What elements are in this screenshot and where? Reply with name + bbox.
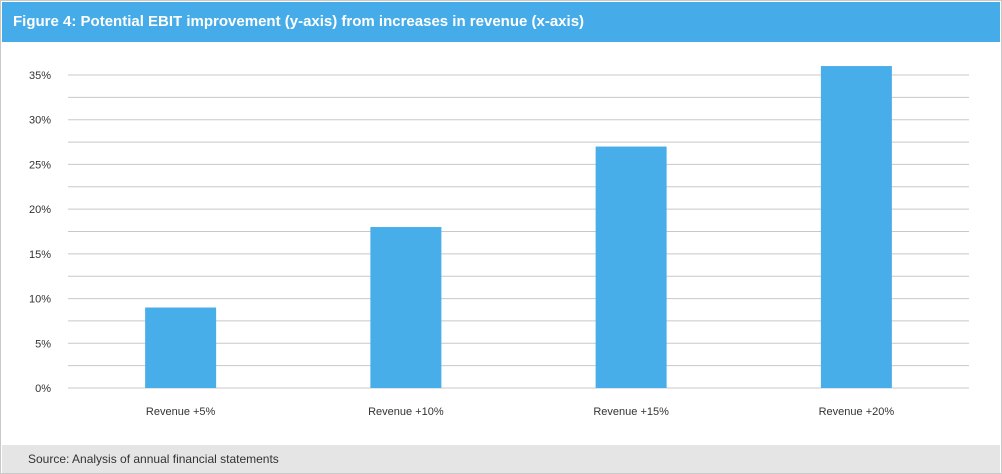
- figure-footer: Source: Analysis of annual financial sta…: [2, 445, 1000, 473]
- x-axis-ticks: Revenue +5% Revenue +10% Revenue +15% Reven…: [146, 406, 894, 418]
- y-tick-label: 20%: [29, 204, 51, 216]
- y-tick-label: 25%: [29, 159, 51, 171]
- grid-lines: [68, 74, 969, 389]
- bars: [145, 66, 892, 389]
- y-tick-label: 10%: [29, 294, 51, 306]
- source-note: Source: Analysis of annual financial sta…: [28, 452, 279, 466]
- figure-header: Figure 4: Potential EBIT improvement (y-…: [2, 2, 1000, 42]
- bar-3: [595, 146, 667, 388]
- bar-2: [370, 227, 442, 388]
- y-tick-label: 0%: [35, 383, 51, 395]
- bar-1: [145, 307, 217, 388]
- x-tick-label: Revenue +10%: [368, 406, 444, 418]
- y-tick-label: 35%: [29, 70, 51, 82]
- figure-label-separator: :: [71, 13, 81, 30]
- y-tick-label: 30%: [29, 115, 51, 127]
- bar-chart: 0%5%10%15%20%25%30%35% Revenue +5% Revenu…: [29, 66, 969, 418]
- figure-label: Figure 4: [13, 13, 72, 30]
- x-tick-label: Revenue +15%: [593, 406, 669, 418]
- x-tick-label: Revenue +5%: [146, 406, 216, 418]
- y-tick-label: 5%: [35, 338, 51, 350]
- x-tick-label: Revenue +20%: [819, 406, 895, 418]
- bar-4: [820, 66, 892, 389]
- figure-title: Potential EBIT improvement (y-axis) from…: [80, 13, 585, 30]
- y-tick-label: 15%: [29, 249, 51, 261]
- y-axis-ticks: 0% 5% 10% 15% 20% 25% 30% 35%: [29, 70, 51, 395]
